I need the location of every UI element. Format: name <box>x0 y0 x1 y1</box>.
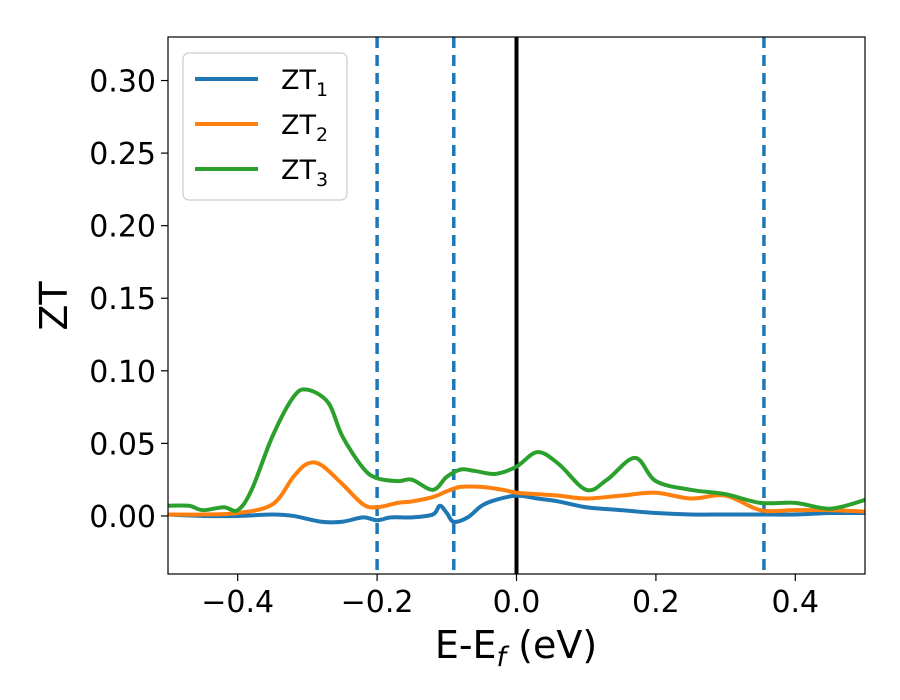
series-line-zt2 <box>168 460 865 517</box>
x-tick-label: −0.2 <box>341 585 414 620</box>
y-tick-label: 0.05 <box>89 427 156 462</box>
legend-box <box>182 52 348 201</box>
reference-lines <box>375 37 766 574</box>
legend-label-zt1: ZT1 <box>281 65 328 101</box>
series-line-zt1 <box>168 493 865 525</box>
x-tick-label: 0.0 <box>493 585 541 620</box>
y-tick-label: 0.30 <box>89 65 156 100</box>
y-tick-label: 0.15 <box>89 282 156 317</box>
legend-label-zt2: ZT2 <box>281 110 328 146</box>
x-tick-label: 0.2 <box>632 585 680 620</box>
y-axis: 0.00 0.05 0.10 0.15 0.20 0.25 0.30 <box>89 65 168 535</box>
y-tick-label: 0.00 <box>89 500 156 535</box>
y-tick-label: 0.20 <box>89 210 156 245</box>
x-tick-label: −0.4 <box>201 585 274 620</box>
series-line-zt3 <box>168 387 865 513</box>
x-tick-label: 0.4 <box>771 585 819 620</box>
x-axis: −0.4 −0.2 0.0 0.2 0.4 <box>201 574 819 620</box>
legend-label-zt3: ZT3 <box>281 155 328 191</box>
data-series <box>168 387 865 525</box>
x-axis-title: E-Ef (eV) <box>435 623 597 673</box>
y-tick-label: 0.10 <box>89 355 156 390</box>
y-tick-label: 0.25 <box>89 137 156 172</box>
y-axis-title: ZT <box>32 281 76 331</box>
legend: ZT1 ZT2 ZT3 <box>182 52 348 201</box>
